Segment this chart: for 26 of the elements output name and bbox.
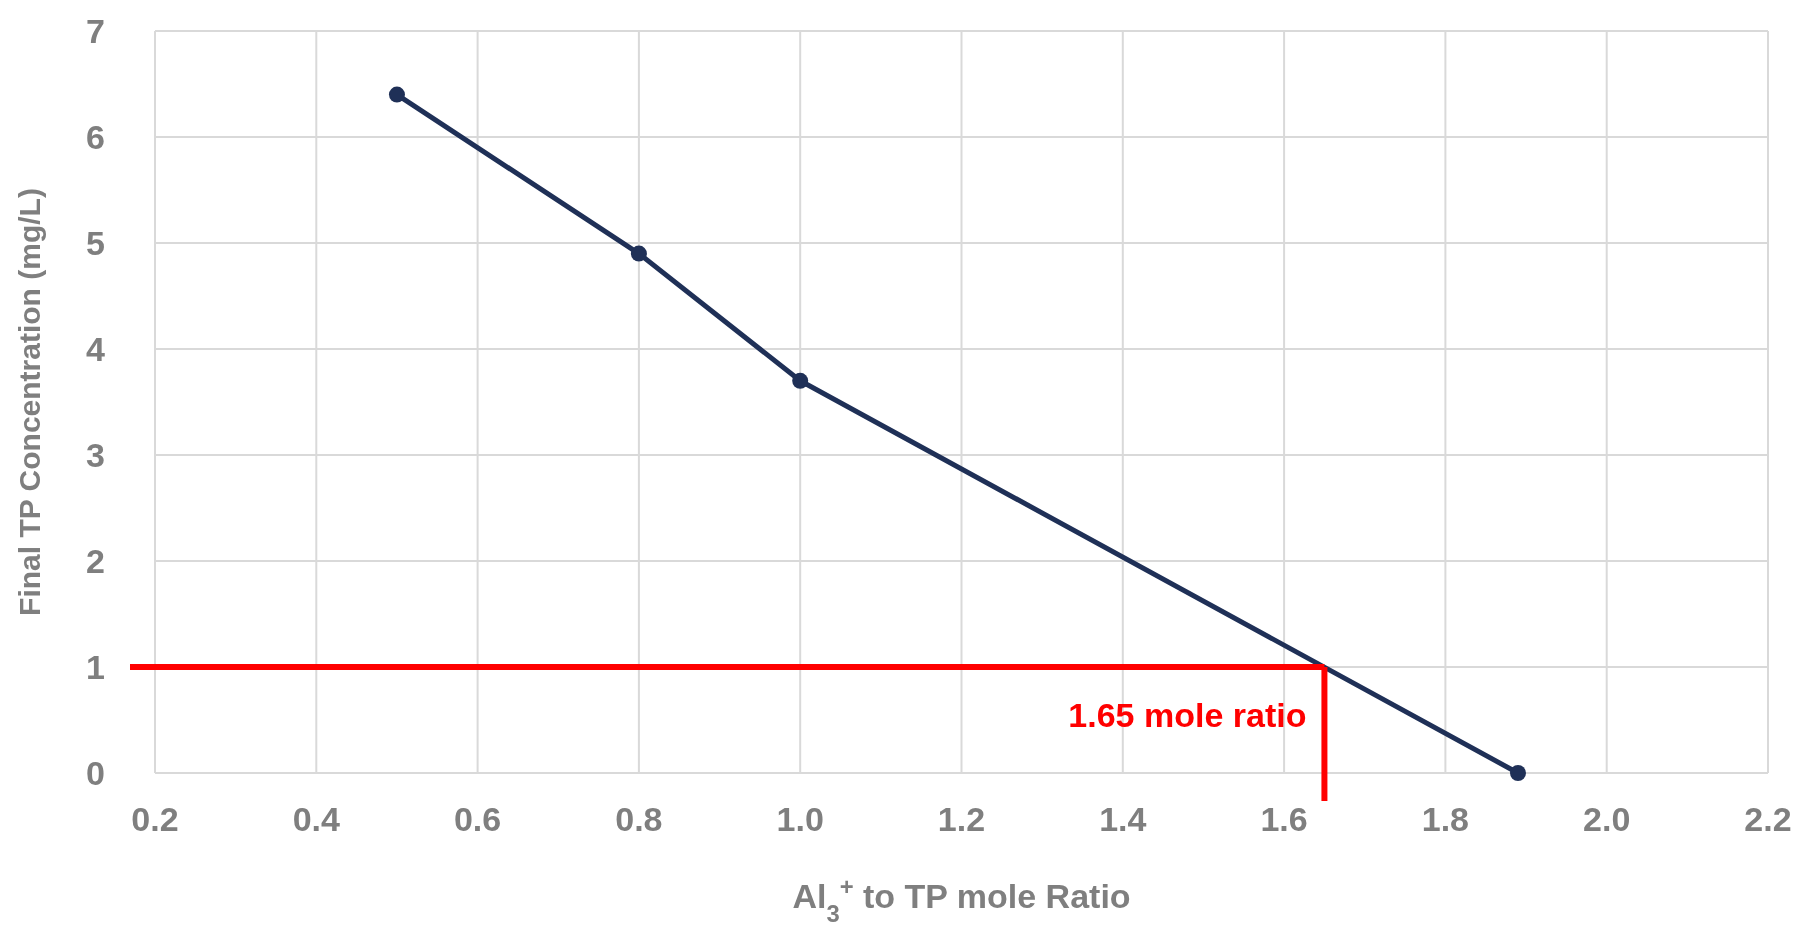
y-tick-label: 6: [86, 118, 105, 156]
x-tick-label: 1.6: [1260, 800, 1308, 838]
point: [792, 372, 809, 389]
y-tick-label: 5: [86, 224, 105, 262]
x-tick-label: 2.2: [1744, 800, 1792, 838]
x-tick-label: 1.0: [776, 800, 824, 838]
y-tick-label: 4: [86, 330, 106, 368]
x-axis-title: Al$_{3}$$^{+}$ to TP mole Ratio: [792, 872, 1131, 927]
x-tick-label: 1.2: [937, 800, 986, 838]
y-tick-label: 0: [86, 754, 105, 792]
x-tick-label: 2.0: [1583, 800, 1631, 838]
y-tick-label: 3: [86, 436, 105, 474]
x-tick-label: 0.6: [453, 800, 502, 838]
y-axis-title: Final TP Concentration (mg/L): [13, 188, 46, 616]
ref-line-label: 1.65 mole ratio: [1068, 696, 1307, 734]
y-tick-label: 7: [86, 12, 105, 50]
y-tick-label: 2: [86, 542, 105, 580]
point: [630, 245, 647, 262]
x-tick-label: 0.4: [292, 800, 341, 838]
point: [1509, 765, 1526, 781]
x-tick-label: 1.4: [1099, 800, 1147, 838]
point: [388, 86, 405, 103]
x-tick-label: 1.8: [1421, 800, 1470, 838]
x-tick-label: 0.8: [615, 800, 663, 838]
y-tick-label: 1: [86, 648, 105, 686]
x-tick-label: 0.2: [131, 800, 179, 838]
